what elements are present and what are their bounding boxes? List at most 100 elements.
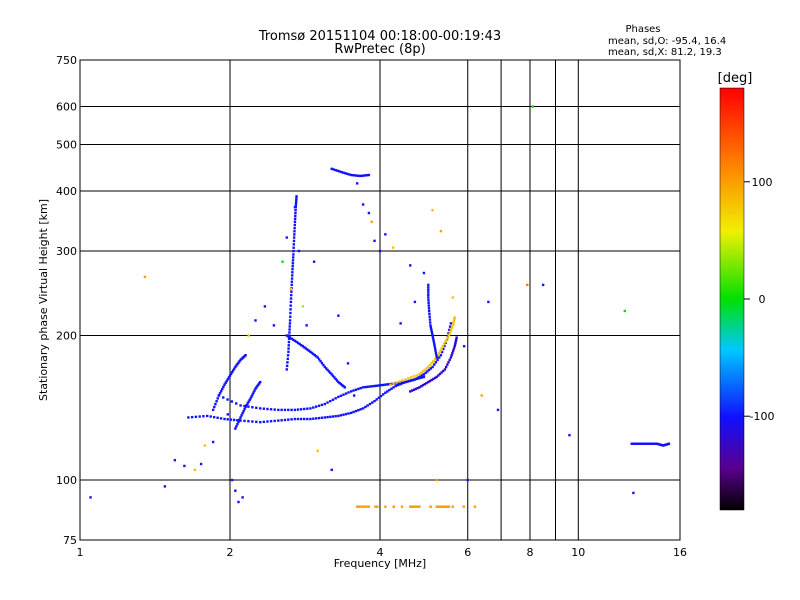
trace-point — [290, 280, 294, 283]
trace-point — [323, 416, 327, 419]
trace-point — [290, 418, 293, 421]
trace-point — [381, 393, 385, 396]
trace-point — [409, 379, 413, 382]
trace-point — [320, 361, 324, 365]
trace-point — [226, 378, 230, 381]
scatter-point — [431, 208, 434, 212]
trace-point — [247, 405, 250, 408]
trace-point — [355, 505, 359, 508]
scatter-point — [89, 496, 92, 499]
trace-point — [644, 442, 648, 445]
trace-point — [426, 370, 429, 373]
trace-point — [354, 409, 358, 413]
trace-point — [312, 417, 315, 420]
trace-point — [226, 398, 229, 401]
trace-point — [287, 340, 291, 344]
scatter-point — [487, 300, 490, 304]
trace-point — [329, 415, 332, 419]
scatter-point — [355, 182, 359, 185]
scatter-point — [285, 236, 288, 239]
trace-point — [229, 372, 233, 376]
scatter-point — [226, 413, 230, 416]
trace-point — [427, 286, 430, 289]
trace-point — [440, 350, 444, 354]
trace-point — [288, 325, 291, 328]
trace-point — [419, 375, 422, 378]
trace-point — [291, 259, 295, 262]
trace-point — [377, 396, 381, 399]
trace-point — [667, 442, 671, 445]
trace-point — [407, 377, 410, 380]
colorbar-ticks: 100 0 -100 — [744, 176, 774, 423]
trace-point — [428, 318, 432, 321]
trace-point — [316, 356, 319, 359]
trace-point — [443, 368, 447, 371]
trace-point — [395, 381, 398, 384]
scatter-point — [439, 229, 443, 233]
trace-point — [339, 394, 343, 397]
scatter-point — [234, 489, 237, 492]
trace-point — [358, 174, 362, 178]
trace-point — [262, 420, 266, 424]
trace-point — [630, 442, 633, 445]
trace-point — [384, 383, 387, 386]
trace-point — [292, 253, 295, 256]
trace-point — [454, 339, 458, 343]
trace-point — [256, 384, 259, 388]
trace-point — [215, 400, 218, 403]
x-tick-label: 2 — [227, 546, 234, 559]
trace-point — [368, 402, 372, 406]
trace-point — [247, 400, 250, 403]
trace-point — [438, 351, 441, 355]
trace-point — [364, 174, 367, 177]
trace-point — [360, 505, 364, 508]
trace-point — [245, 404, 248, 407]
scatter-point — [422, 271, 426, 275]
trace-point — [448, 328, 451, 332]
trace-point — [367, 173, 371, 177]
trace-point — [434, 361, 438, 364]
trace-point — [442, 369, 445, 373]
trace-point — [419, 376, 422, 380]
trace-point — [337, 395, 340, 399]
trace-point — [309, 407, 312, 410]
scatter-point — [466, 478, 469, 482]
scatter-point — [378, 249, 382, 253]
trace-point — [293, 220, 297, 224]
trace-point — [436, 354, 440, 357]
trace-point — [427, 368, 431, 372]
scatter-point — [203, 444, 206, 447]
trace-point — [332, 168, 335, 171]
trace-point — [450, 354, 453, 357]
trace-point — [432, 340, 436, 344]
x-tick-label: 8 — [527, 546, 534, 559]
trace-point — [331, 415, 335, 418]
trace-point — [450, 328, 453, 331]
trace-point — [239, 416, 242, 419]
stats-line-o: mean, sd,O: -95.4, 16.4 — [608, 36, 726, 47]
trace-point — [427, 301, 430, 305]
trace-point — [649, 442, 653, 445]
scatter-point — [293, 206, 297, 209]
scatter-point — [263, 305, 267, 308]
trace-point — [433, 347, 437, 350]
trace-point — [238, 418, 241, 421]
x-tick-label: 4 — [377, 546, 384, 559]
trace-point — [315, 355, 318, 358]
trace-point — [386, 383, 389, 386]
trace-point — [326, 368, 329, 372]
trace-point — [322, 363, 325, 367]
trace-point — [288, 336, 292, 339]
trace-point — [635, 442, 639, 445]
trace-point — [367, 505, 371, 508]
trace-point — [453, 317, 456, 321]
trace-point — [317, 358, 321, 361]
stats-header: Phases — [625, 24, 660, 35]
trace-point — [229, 418, 233, 421]
trace-point — [418, 373, 421, 376]
trace-point — [414, 505, 417, 508]
trace-point — [400, 381, 403, 384]
scatter-point — [297, 249, 301, 253]
trace-point — [323, 365, 327, 369]
trace-point — [241, 412, 244, 415]
